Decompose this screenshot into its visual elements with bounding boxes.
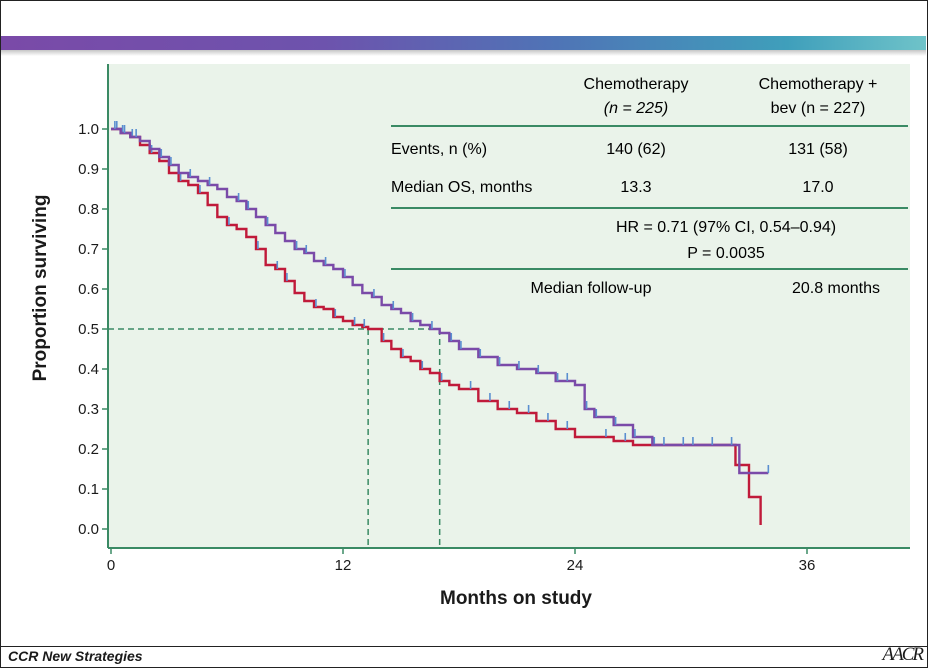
- table-row-median-bev: 17.0: [802, 179, 833, 196]
- table-row-median-label: Median OS, months: [391, 179, 532, 196]
- x-axis-label: Months on study: [440, 588, 592, 609]
- table-header-chemo-line1: Chemotherapy: [584, 76, 689, 93]
- x-tick-label-2: 24: [567, 557, 584, 574]
- aacr-logo: AACR: [882, 644, 924, 665]
- inset-table: Chemotherapy (n = 225) Chemotherapy + be…: [391, 76, 908, 297]
- table-p-line: P = 0.0035: [687, 245, 765, 262]
- y-tick-label-9: 0.9: [78, 161, 99, 178]
- y-tick-label-4: 0.4: [78, 361, 99, 378]
- y-axis-label: Proportion surviving: [30, 195, 51, 382]
- x-tick-label-0: 0: [107, 557, 115, 574]
- footer-rule: [1, 646, 927, 647]
- plot-background: [108, 64, 910, 548]
- plot-area: 0.0 0.1 0.2 0.3 0.4 0.5 0.6 0.7 0.8 0.9 1.0 0 12 24 36: [78, 64, 910, 574]
- y-tick-label-10: 1.0: [78, 121, 99, 138]
- table-hr-line: HR = 0.71 (97% CI, 0.54–0.94): [616, 219, 836, 236]
- y-tick-label-2: 0.2: [78, 441, 99, 458]
- y-tick-label-6: 0.6: [78, 281, 99, 298]
- table-header-bev-line2: bev (n = 227): [771, 100, 866, 117]
- header-gradient-band: [1, 36, 926, 50]
- survival-chart: 0.0 0.1 0.2 0.3 0.4 0.5 0.6 0.7 0.8 0.9 1.0 0 12 24 36…: [30, 64, 910, 609]
- footer-journal-label: CCR New Strategies: [8, 648, 143, 664]
- x-tick-label-3: 36: [799, 557, 816, 574]
- table-followup-label: Median follow-up: [531, 280, 652, 297]
- table-header-chemo-line2: (n = 225): [604, 100, 668, 117]
- y-tick-label-1: 0.1: [78, 481, 99, 498]
- y-tick-label-8: 0.8: [78, 201, 99, 218]
- table-followup-value: 20.8 months: [792, 280, 880, 297]
- km-curve-chemo: [111, 127, 762, 525]
- km-curve-chemo-bev: [111, 127, 769, 475]
- y-tick-label-5: 0.5: [78, 321, 99, 338]
- table-row-median-chemo: 13.3: [620, 179, 651, 196]
- table-row-events-label: Events, n (%): [391, 141, 487, 158]
- y-tick-label-3: 0.3: [78, 401, 99, 418]
- x-tick-label-1: 12: [335, 557, 352, 574]
- table-header-bev-line1: Chemotherapy +: [759, 76, 878, 93]
- table-row-events-bev: 131 (58): [788, 141, 848, 158]
- header-band-shadow: [1, 50, 926, 56]
- y-tick-label-0: 0.0: [78, 521, 99, 538]
- table-row-events-chemo: 140 (62): [606, 141, 666, 158]
- y-tick-label-7: 0.7: [78, 241, 99, 258]
